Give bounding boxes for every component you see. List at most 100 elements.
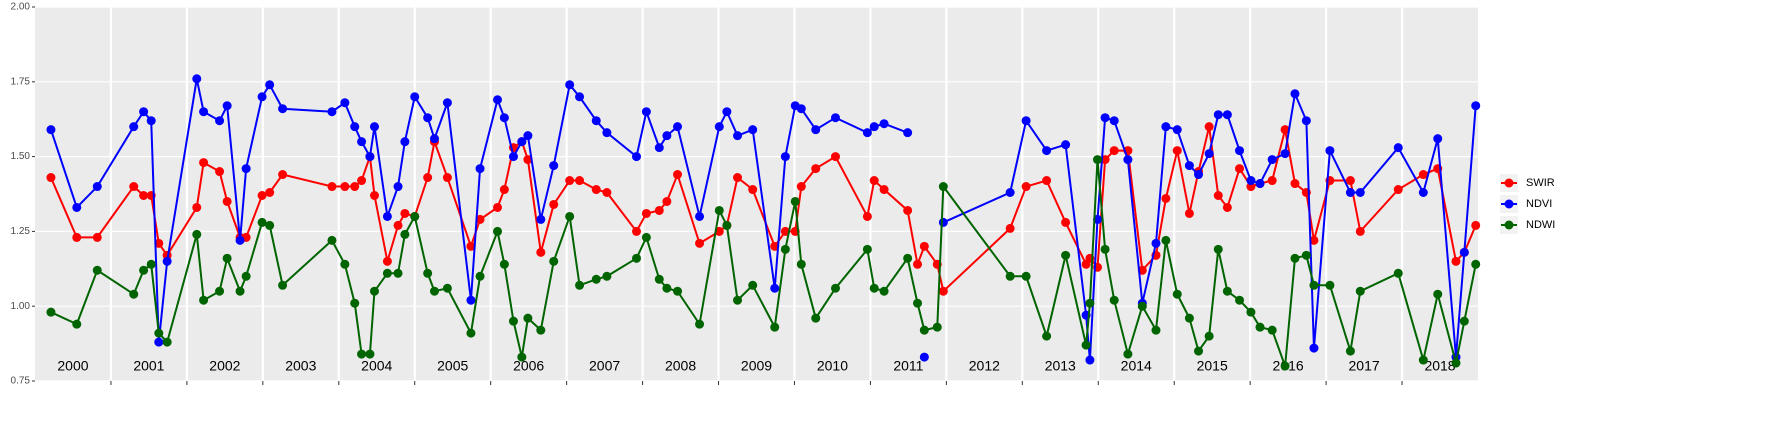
data-point (673, 170, 683, 180)
data-point (796, 104, 806, 114)
data-point (1267, 155, 1277, 165)
legend-point (1504, 199, 1514, 209)
year-label: 2002 (209, 358, 240, 374)
data-point (879, 185, 889, 195)
data-point (1471, 220, 1481, 230)
data-point (517, 352, 527, 362)
data-point (695, 211, 705, 221)
data-point (938, 182, 948, 192)
data-point (591, 116, 601, 126)
data-point (1213, 190, 1223, 200)
data-point (129, 182, 139, 192)
data-point (733, 173, 743, 183)
data-point (1021, 116, 1031, 126)
data-point (340, 98, 350, 108)
data-point (46, 307, 56, 317)
data-point (423, 268, 433, 278)
data-point (1172, 125, 1182, 135)
data-point (1267, 176, 1277, 186)
data-point (475, 164, 485, 174)
data-point (1433, 134, 1443, 144)
data-point (278, 104, 288, 114)
data-point (632, 226, 642, 236)
data-point (278, 280, 288, 290)
data-point (442, 173, 452, 183)
data-point (770, 322, 780, 332)
data-point (400, 137, 410, 147)
data-point (714, 205, 724, 215)
data-point (536, 325, 546, 335)
data-point (1355, 188, 1365, 198)
data-point (879, 286, 889, 296)
year-label: 2013 (1045, 358, 1076, 374)
data-point (662, 196, 672, 206)
data-point (938, 217, 948, 227)
data-point (493, 95, 503, 105)
data-point (919, 241, 929, 251)
data-point (1459, 247, 1469, 257)
data-point (1213, 244, 1223, 254)
data-point (46, 173, 56, 183)
data-point (154, 337, 164, 347)
data-point (72, 232, 82, 242)
data-point (565, 176, 575, 186)
data-point (265, 220, 275, 230)
data-point (722, 220, 732, 230)
data-point (235, 235, 245, 245)
data-point (811, 125, 821, 135)
data-point (919, 352, 929, 362)
data-point (1418, 188, 1428, 198)
data-point (1085, 355, 1095, 365)
data-point (442, 283, 452, 293)
data-point (714, 122, 724, 132)
data-point (1290, 89, 1300, 99)
plot-background (35, 7, 1478, 381)
data-point (1172, 289, 1182, 299)
data-point (1194, 170, 1204, 180)
legend-point (1504, 178, 1514, 188)
data-point (523, 131, 533, 141)
data-point (1309, 235, 1319, 245)
data-point (862, 128, 872, 138)
data-point (1290, 253, 1300, 263)
data-point (1194, 346, 1204, 356)
data-point (1301, 116, 1311, 126)
data-point (1246, 176, 1256, 186)
data-point (222, 196, 232, 206)
data-point (575, 176, 585, 186)
data-point (1471, 101, 1481, 111)
data-point (1042, 331, 1052, 341)
data-point (919, 325, 929, 335)
data-point (393, 268, 403, 278)
data-point (662, 283, 672, 293)
data-point (1393, 268, 1403, 278)
data-point (903, 253, 913, 263)
data-point (72, 319, 82, 329)
data-point (410, 92, 420, 102)
data-point (1021, 271, 1031, 281)
data-point (139, 265, 149, 275)
data-point (565, 211, 575, 221)
data-point (695, 319, 705, 329)
data-point (146, 116, 156, 126)
data-point (241, 271, 251, 281)
data-point (575, 280, 585, 290)
year-label: 2003 (285, 358, 316, 374)
data-point (357, 137, 367, 147)
data-point (382, 211, 392, 221)
data-point (1184, 313, 1194, 323)
data-point (830, 152, 840, 162)
data-point (1325, 146, 1335, 156)
data-point (830, 283, 840, 293)
year-label: 2005 (437, 358, 468, 374)
data-point (1255, 322, 1265, 332)
data-point (1184, 161, 1194, 171)
y-tick-label: 1.25 (11, 226, 31, 237)
data-point (357, 176, 367, 186)
data-point (1309, 280, 1319, 290)
data-point (641, 208, 651, 218)
data-point (382, 268, 392, 278)
data-point (938, 286, 948, 296)
data-point (695, 238, 705, 248)
